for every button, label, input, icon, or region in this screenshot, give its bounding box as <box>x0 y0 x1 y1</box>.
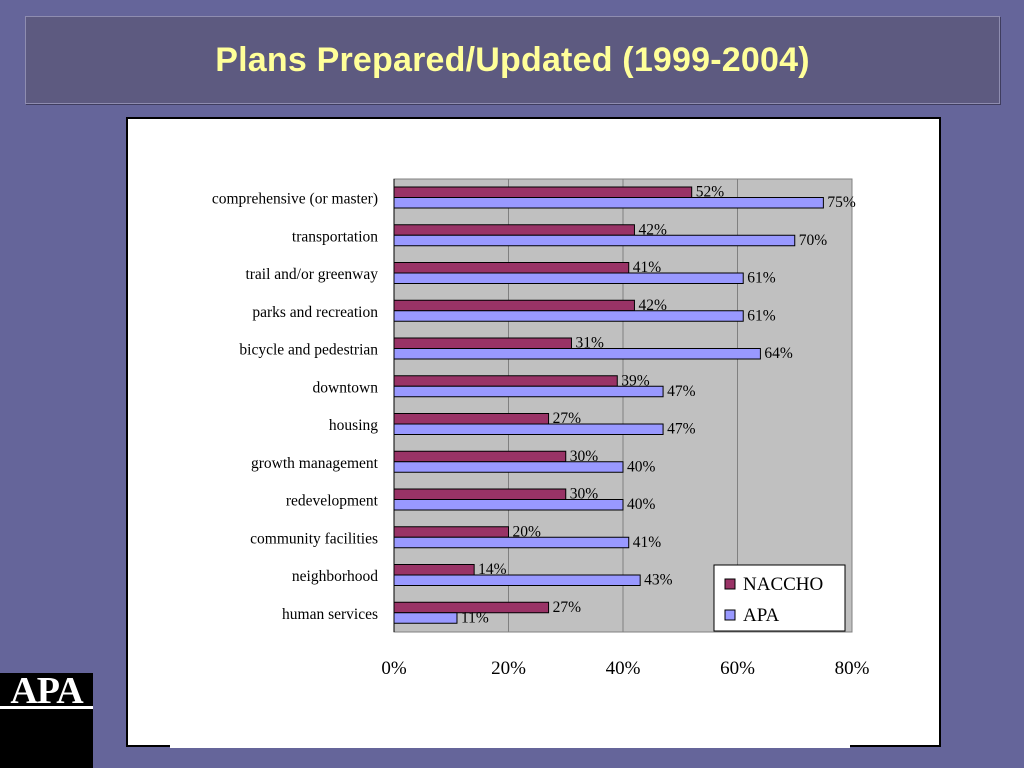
category-label-7: growth management <box>251 455 379 472</box>
legend-swatch-naccho <box>724 578 736 590</box>
x-tick-label-2: 40% <box>606 658 641 679</box>
bar-apa-0 <box>393 197 824 209</box>
legend-swatch-apa <box>724 609 736 621</box>
bar-naccho-4 <box>393 337 572 349</box>
data-label-naccho-3: 42% <box>638 297 667 314</box>
bar-apa-11 <box>393 612 458 624</box>
bar-naccho-8 <box>393 488 567 500</box>
data-label-apa-10: 43% <box>644 572 673 589</box>
data-label-apa-2: 61% <box>747 270 776 287</box>
category-label-9: community facilities <box>250 530 378 547</box>
legend-label-naccho: NACCHO <box>743 574 823 595</box>
category-label-4: bicycle and pedestrian <box>239 342 378 359</box>
x-tick-label-1: 20% <box>491 658 526 679</box>
bar-naccho-10 <box>393 564 475 576</box>
apa-logo-text: APA <box>10 670 83 712</box>
category-label-6: housing <box>329 417 378 434</box>
data-label-apa-5: 47% <box>667 383 696 400</box>
legend: NACCHO APA <box>713 564 846 632</box>
bar-chart: 52% 75% 42% 70% 41% 61% 42% 61% 31% 64% 39% 47% 27% 4… <box>212 178 870 679</box>
bar-naccho-11 <box>393 601 550 614</box>
data-label-apa-3: 61% <box>747 307 776 324</box>
chart-card: 52% 75% 42% 70% 41% 61% 42% 61% 31% 64% 39% 47% 27% 4… <box>126 117 941 747</box>
bar-naccho-3 <box>393 299 635 312</box>
bar-apa-3 <box>393 310 744 322</box>
data-label-naccho-7: 30% <box>570 448 599 465</box>
bar-apa-8 <box>393 499 624 511</box>
category-label-2: trail and/or greenway <box>245 266 378 283</box>
bar-naccho-6 <box>393 413 550 425</box>
data-label-naccho-2: 41% <box>633 259 662 276</box>
bar-apa-1 <box>393 234 796 247</box>
legend-box <box>713 564 846 632</box>
x-tick-label-0: 0% <box>381 658 407 679</box>
category-label-8: redevelopment <box>286 493 379 510</box>
data-label-apa-1: 70% <box>799 232 828 249</box>
legend-label-apa: APA <box>743 605 780 626</box>
data-label-apa-7: 40% <box>627 458 656 475</box>
category-labels: comprehensive (or master) transportation t… <box>212 191 379 623</box>
category-label-5: downtown <box>313 379 379 396</box>
data-label-apa-0: 75% <box>827 194 856 211</box>
bar-apa-6 <box>393 423 664 435</box>
bars <box>393 186 824 624</box>
data-label-naccho-1: 42% <box>638 221 667 238</box>
bar-naccho-9 <box>393 526 509 538</box>
category-label-0: comprehensive (or master) <box>212 191 378 208</box>
bar-naccho-1 <box>393 224 635 236</box>
bar-naccho-2 <box>393 262 630 274</box>
data-label-naccho-10: 14% <box>478 561 507 578</box>
data-label-naccho-8: 30% <box>570 486 599 503</box>
slide-title: Plans Prepared/Updated (1999-2004) <box>215 40 810 79</box>
bar-apa-2 <box>393 272 744 284</box>
bar-apa-4 <box>393 348 761 360</box>
apa-logo: APA <box>0 670 93 768</box>
data-label-naccho-9: 20% <box>513 523 542 540</box>
bar-apa-9 <box>393 536 630 549</box>
data-label-naccho-5: 39% <box>621 372 650 389</box>
bar-naccho-7 <box>393 450 567 463</box>
x-tick-label-4: 80% <box>835 658 870 679</box>
data-label-naccho-6: 27% <box>553 410 582 427</box>
data-labels: 52% 75% 42% 70% 41% 61% 42% 61% 31% 64% 39% 47% 27% 4… <box>461 184 856 627</box>
bar-naccho-0 <box>393 186 693 198</box>
data-label-apa-11: 11% <box>461 609 489 626</box>
slide-title-box: Plans Prepared/Updated (1999-2004) <box>25 16 1000 104</box>
bar-apa-5 <box>393 385 664 398</box>
category-label-1: transportation <box>292 228 378 245</box>
bar-apa-7 <box>393 461 624 473</box>
data-label-apa-6: 47% <box>667 421 696 438</box>
data-label-naccho-4: 31% <box>575 335 604 352</box>
category-label-3: parks and recreation <box>252 304 378 321</box>
category-label-10: neighborhood <box>292 568 378 585</box>
bar-apa-10 <box>393 574 641 586</box>
data-label-naccho-11: 27% <box>553 599 582 616</box>
x-axis-ticks: 0% 20% 40% 60% 80% <box>381 658 869 679</box>
category-label-11: human services <box>282 606 378 623</box>
data-label-apa-8: 40% <box>627 496 656 513</box>
apa-logo-rule <box>0 706 93 709</box>
data-label-apa-4: 64% <box>764 345 793 362</box>
chart-card-shadow-strip <box>170 745 850 748</box>
bar-naccho-5 <box>393 375 618 387</box>
gridlines <box>393 179 738 632</box>
x-tick-label-3: 60% <box>720 658 755 679</box>
data-label-apa-9: 41% <box>633 534 662 551</box>
data-label-naccho-0: 52% <box>696 184 725 201</box>
